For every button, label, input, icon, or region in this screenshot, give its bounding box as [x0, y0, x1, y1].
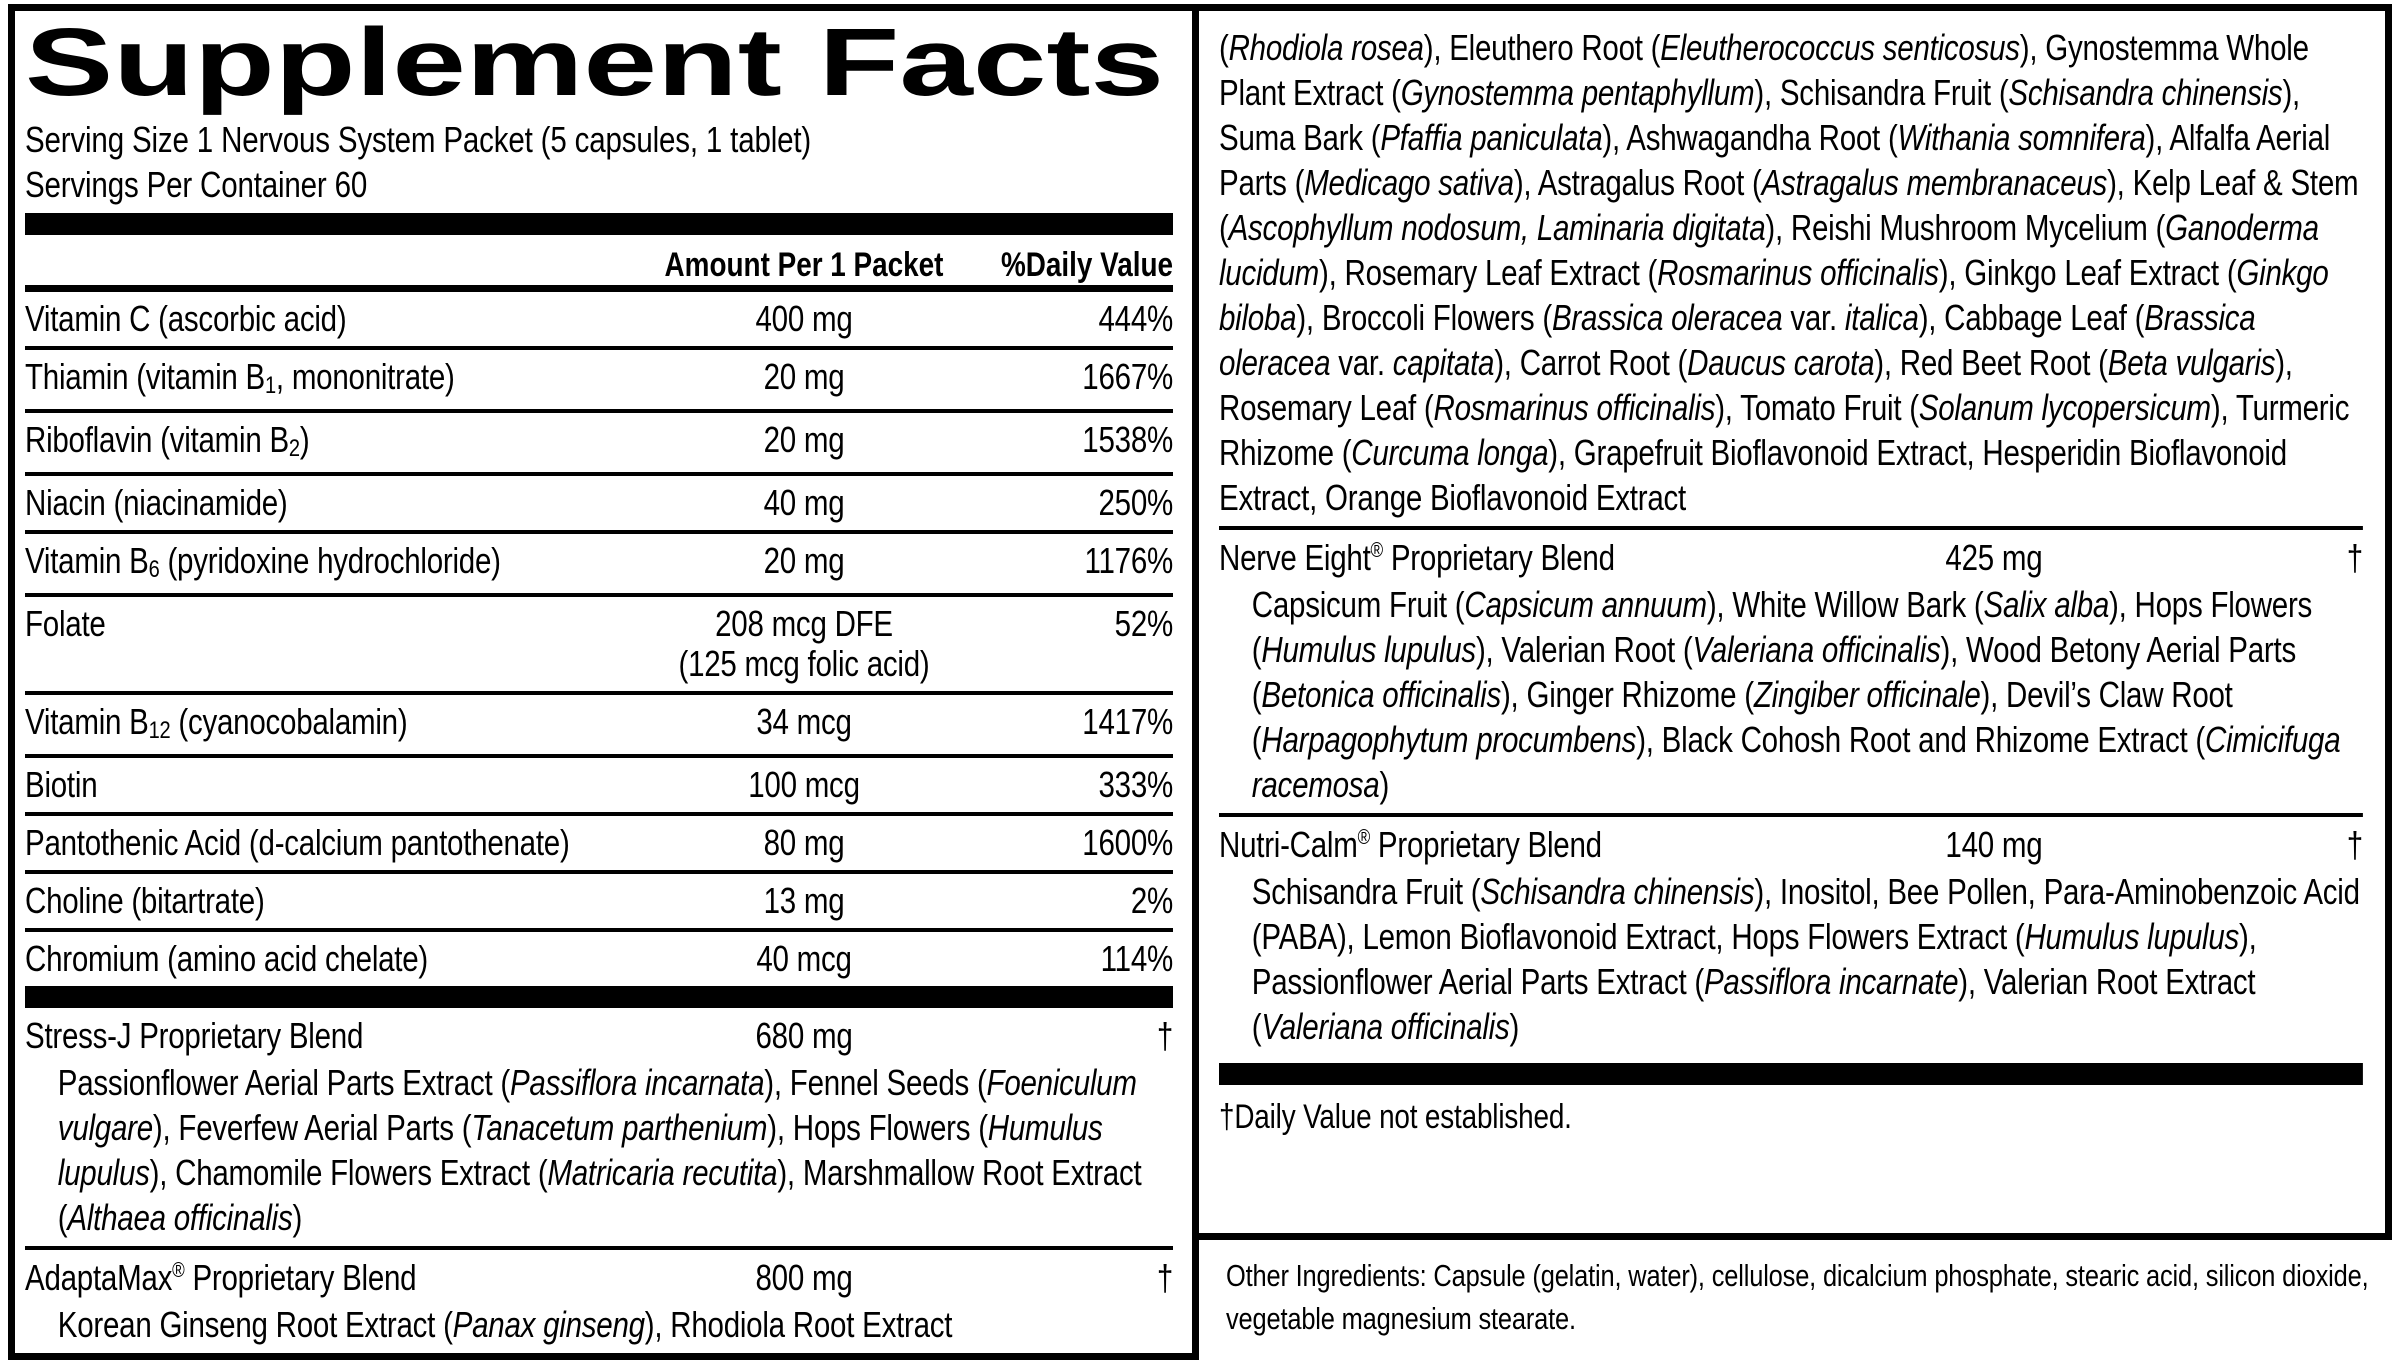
adaptamax-ingredients-continued: (Rhodiola rosea), Eleuthero Root (Eleuth… — [1219, 27, 2359, 518]
nutrient-amount: 40 mcg — [756, 938, 852, 979]
nutrient-daily-value: 114% — [1100, 938, 1174, 979]
section-divider-bar — [25, 213, 1173, 235]
daily-value-column-header: %Daily Value — [1000, 246, 1173, 284]
blend-ingredients-stress-j: Passionflower Aerial Parts Extract (Pass… — [57, 1062, 1142, 1238]
blend-header-adaptamax: AdaptaMax® Proprietary Blend 800 mg † — [25, 1250, 1173, 1300]
nutrient-daily-value: 1600% — [1082, 822, 1173, 863]
page-title: Supplement Facts — [25, 9, 1165, 116]
blend-name: AdaptaMax® Proprietary Blend — [25, 1257, 417, 1298]
table-row: Folate 208 mcg DFE (125 mcg folic acid) 5… — [25, 597, 1173, 695]
nutrient-name: Thiamin (vitamin B1, mononitrate) — [25, 356, 455, 400]
blend-amount: 140 mg — [1945, 824, 2043, 865]
nutrient-amount: 34 mcg — [756, 701, 852, 742]
table-row: Biotin 100 mcg 333% — [25, 758, 1173, 816]
blend-amount: 425 mg — [1945, 537, 2043, 578]
blend-amount: 800 mg — [755, 1257, 853, 1298]
nutrient-name: Niacin (niacinamide) — [25, 482, 288, 523]
nutrient-amount: 40 mg — [763, 482, 845, 523]
nutrient-name: Chromium (amino acid chelate) — [25, 938, 429, 979]
row-rule — [25, 1246, 1173, 1250]
table-row: Niacin (niacinamide) 40 mg 250% — [25, 476, 1173, 534]
table-row: Choline (bitartrate) 13 mg 2% — [25, 874, 1173, 932]
nutrient-amount: 20 mg — [763, 419, 845, 460]
nutrient-amount: 20 mg — [763, 540, 845, 581]
blend-dv-dagger: † — [1156, 1015, 1173, 1056]
facts-panel-left-content: Supplement Facts Serving Size 1 Nervous … — [25, 15, 1173, 1353]
header-spacer — [25, 245, 648, 285]
nutrient-amount: 400 mg — [755, 298, 853, 339]
serving-size-line: Serving Size 1 Nervous System Packet (5 … — [25, 119, 812, 160]
nutrient-amount: 80 mg — [763, 822, 845, 863]
blend-dv-dagger: † — [2346, 537, 2363, 578]
nutrient-daily-value: 2% — [1130, 880, 1173, 921]
nutrient-amount: 208 mcg DFE (125 mcg folic acid) — [678, 603, 930, 684]
nutrient-name: Folate — [25, 603, 106, 644]
nutrient-daily-value: 250% — [1098, 482, 1173, 523]
nutrient-amount: 20 mg — [763, 356, 845, 397]
nutrient-daily-value: 52% — [1114, 603, 1174, 644]
facts-panel-right: (Rhodiola rosea), Eleuthero Root (Eleuth… — [1199, 4, 2392, 1240]
nutrient-name: Biotin — [25, 764, 98, 805]
nutrient-name: Vitamin C (ascorbic acid) — [25, 298, 347, 339]
blend-ingredients-nutri-calm: Schisandra Fruit (Schisandra chinensis),… — [1251, 871, 2360, 1047]
blend-name: Nutri-Calm® Proprietary Blend — [1219, 824, 1602, 865]
facts-panel-left: Supplement Facts Serving Size 1 Nervous … — [8, 4, 1199, 1360]
blend-name: Nerve Eight® Proprietary Blend — [1219, 537, 1615, 578]
nutrient-daily-value: 1417% — [1082, 701, 1173, 742]
nutrient-daily-value: 1176% — [1084, 540, 1173, 581]
nutrient-amount: 100 mcg — [748, 764, 860, 805]
row-rule — [1219, 526, 2363, 530]
table-row: Vitamin B12 (cyanocobalamin) 34 mcg 1417… — [25, 695, 1173, 758]
amount-column-header: Amount Per 1 Packet — [664, 246, 944, 284]
blend-amount: 680 mg — [755, 1015, 853, 1056]
nutrient-name: Vitamin B12 (cyanocobalamin) — [25, 701, 408, 745]
table-row: Chromium (amino acid chelate) 40 mcg 114… — [25, 932, 1173, 986]
section-divider-bar — [25, 986, 1173, 1008]
nutrient-daily-value: 1538% — [1082, 419, 1173, 460]
section-divider-bar — [1219, 1063, 2363, 1085]
blend-header-nutri-calm: Nutri-Calm® Proprietary Blend 140 mg † — [1219, 817, 2363, 867]
daily-value-footnote: †Daily Value not established. — [1219, 1098, 1572, 1136]
nutrient-amount: 13 mg — [763, 880, 845, 921]
nutrient-daily-value: 444% — [1098, 298, 1173, 339]
row-rule — [1219, 813, 2363, 817]
nutrient-name: Pantothenic Acid (d-calcium pantothenate… — [25, 822, 570, 863]
blend-header-nerve-eight: Nerve Eight® Proprietary Blend 425 mg † — [1219, 530, 2363, 580]
table-row: Thiamin (vitamin B1, mononitrate) 20 mg … — [25, 350, 1173, 413]
servings-per-container-line: Servings Per Container 60 — [25, 164, 368, 205]
blend-ingredients-adaptamax: Korean Ginseng Root Extract (Panax ginse… — [57, 1304, 953, 1345]
nutrient-daily-value: 1667% — [1082, 356, 1173, 397]
blend-dv-dagger: † — [1156, 1257, 1173, 1298]
nutrient-name: Choline (bitartrate) — [25, 880, 265, 921]
blend-header-stress-j: Stress-J Proprietary Blend 680 mg † — [25, 1008, 1173, 1058]
table-row: Vitamin C (ascorbic acid) 400 mg 444% — [25, 292, 1173, 350]
nutrient-name: Riboflavin (vitamin B2) — [25, 419, 310, 463]
table-row: Pantothenic Acid (d-calcium pantothenate… — [25, 816, 1173, 874]
blend-dv-dagger: † — [2346, 824, 2363, 865]
table-row: Vitamin B6 (pyridoxine hydrochloride) 20… — [25, 534, 1173, 597]
nutrient-name: Vitamin B6 (pyridoxine hydrochloride) — [25, 540, 501, 584]
table-header-row: Amount Per 1 Packet %Daily Value — [25, 235, 1173, 292]
facts-panel-right-content: (Rhodiola rosea), Eleuthero Root (Eleuth… — [1219, 25, 2363, 1137]
table-row: Riboflavin (vitamin B2) 20 mg 1538% — [25, 413, 1173, 476]
nutrient-daily-value: 333% — [1098, 764, 1173, 805]
other-ingredients-text: Other Ingredients: Capsule (gelatin, wat… — [1226, 1258, 2369, 1336]
blend-name: Stress-J Proprietary Blend — [25, 1015, 364, 1056]
blend-ingredients-nerve-eight: Capsicum Fruit (Capsicum annuum), White … — [1251, 584, 2341, 805]
